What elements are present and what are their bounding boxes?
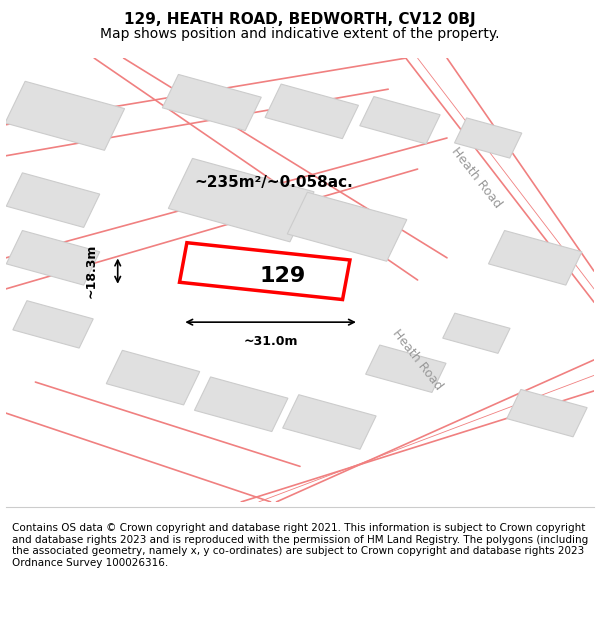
Text: Heath Road: Heath Road (390, 327, 445, 392)
Polygon shape (13, 301, 93, 348)
Polygon shape (7, 173, 100, 228)
Text: ~235m²/~0.058ac.: ~235m²/~0.058ac. (194, 175, 353, 190)
Polygon shape (287, 192, 407, 261)
Polygon shape (106, 351, 200, 405)
Polygon shape (365, 345, 446, 392)
Polygon shape (454, 118, 522, 158)
Polygon shape (179, 242, 350, 299)
Text: ~31.0m: ~31.0m (244, 336, 298, 349)
Polygon shape (194, 377, 288, 431)
Text: Map shows position and indicative extent of the property.: Map shows position and indicative extent… (100, 28, 500, 41)
Text: ~18.3m: ~18.3m (84, 244, 97, 298)
Text: 129, HEATH ROAD, BEDWORTH, CV12 0BJ: 129, HEATH ROAD, BEDWORTH, CV12 0BJ (124, 12, 476, 27)
Text: Heath Road: Heath Road (449, 145, 504, 211)
Polygon shape (443, 313, 510, 353)
Polygon shape (7, 231, 100, 285)
Polygon shape (5, 81, 125, 151)
Polygon shape (488, 231, 582, 285)
Polygon shape (169, 158, 314, 242)
Polygon shape (507, 389, 587, 437)
Polygon shape (283, 395, 376, 449)
Polygon shape (163, 74, 261, 131)
Text: 129: 129 (259, 266, 305, 286)
Polygon shape (360, 96, 440, 144)
Polygon shape (265, 84, 358, 139)
Text: Contains OS data © Crown copyright and database right 2021. This information is : Contains OS data © Crown copyright and d… (12, 523, 588, 568)
